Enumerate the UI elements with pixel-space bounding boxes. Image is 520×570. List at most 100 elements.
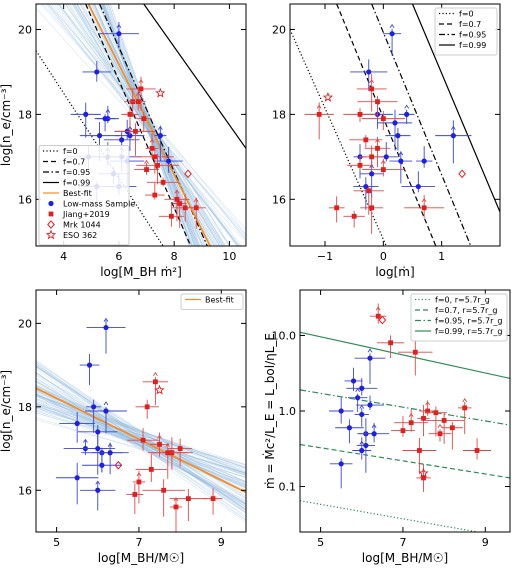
- series-1: [370, 303, 492, 492]
- posterior-line: [36, 393, 246, 482]
- point: [366, 69, 372, 75]
- posterior-line: [67, 4, 221, 246]
- posterior-line: [79, 4, 215, 246]
- point: [185, 496, 191, 502]
- point: [367, 402, 373, 408]
- posterior-line: [36, 404, 246, 489]
- posterior-line: [45, 4, 241, 246]
- x-tick-label: 8: [171, 250, 178, 263]
- point: [462, 405, 468, 411]
- posterior-line: [36, 387, 246, 474]
- legend-label: f=0.95, r=5.7r_g: [435, 317, 503, 326]
- posterior-line: [36, 359, 246, 508]
- limit-arrow: [193, 197, 199, 203]
- legend-label: f=0.99: [459, 41, 486, 50]
- posterior-line: [36, 386, 246, 476]
- posterior-line: [36, 395, 246, 504]
- posterior-line: [87, 4, 208, 246]
- point: [153, 379, 158, 385]
- y-tick-label: 16: [272, 193, 286, 206]
- point: [355, 395, 361, 401]
- y-tick-label: 20: [18, 317, 32, 330]
- point: [363, 442, 369, 449]
- posterior-line: [36, 395, 246, 473]
- posterior-line: [36, 412, 246, 478]
- posterior-line: [73, 4, 218, 246]
- x-tick-label: 0: [380, 250, 387, 263]
- limit-arrow: [389, 23, 395, 28]
- posterior-line: [36, 371, 246, 521]
- posterior-line: [36, 381, 246, 508]
- posterior-line: [36, 372, 246, 521]
- point: [400, 428, 406, 434]
- point: [155, 87, 166, 98]
- legend-label: f=0.99, r=5.7r_g: [435, 327, 503, 336]
- point: [412, 349, 418, 355]
- posterior-line: [65, 4, 225, 246]
- point: [103, 324, 109, 331]
- point: [437, 431, 443, 437]
- point: [141, 116, 147, 122]
- posterior-line: [36, 385, 246, 506]
- point: [322, 91, 334, 102]
- limit-arrow: [437, 423, 443, 428]
- posterior-line: [36, 385, 246, 487]
- y-tick-label: 0.1: [279, 481, 297, 494]
- line-2: [371, 4, 472, 246]
- x-tick-label: 9: [218, 536, 225, 549]
- legend-label: f=0.95: [63, 168, 90, 177]
- x-axis-label: log[M_BH/M☉]: [362, 551, 448, 565]
- point: [458, 169, 466, 179]
- limit-arrow: [157, 125, 163, 130]
- point: [140, 437, 146, 443]
- point: [369, 205, 375, 211]
- point: [184, 169, 192, 179]
- point: [144, 404, 150, 410]
- limit-arrow: [136, 472, 142, 477]
- point: [375, 313, 381, 319]
- posterior-line: [36, 410, 246, 478]
- posterior-line: [36, 412, 246, 474]
- x-tick-label: 4: [60, 250, 67, 263]
- limit-arrow: [174, 189, 180, 194]
- posterior-line: [49, 4, 246, 240]
- posterior-line: [36, 394, 246, 469]
- point: [161, 487, 167, 493]
- point: [380, 167, 386, 172]
- point: [95, 487, 101, 493]
- point: [152, 192, 158, 198]
- series-1: [304, 73, 445, 234]
- legend: f=0f=0.7 f=0.95f=0.99: [434, 7, 498, 56]
- posterior-line: [36, 391, 246, 469]
- legend: f=0, r=5.7r_gf=0.7, r=5.7r_g f=0.95, r=5.…: [410, 293, 508, 342]
- posterior-line: [64, 4, 227, 246]
- posterior-line: [36, 384, 246, 483]
- limit-arrow: [398, 151, 404, 156]
- series-2: [114, 460, 123, 470]
- limit-arrow: [173, 497, 179, 502]
- posterior-line: [36, 383, 246, 506]
- posterior-line: [59, 4, 238, 246]
- y-axis-label: log[n_e/cm⁻³]: [0, 84, 13, 166]
- point: [383, 154, 389, 160]
- legend-swatch: [45, 229, 57, 240]
- posterior-line: [85, 4, 207, 246]
- point: [133, 128, 138, 134]
- point: [91, 404, 97, 410]
- legend-label: f=0.7: [63, 158, 85, 167]
- series-2: [378, 315, 387, 325]
- posterior-line: [36, 368, 246, 519]
- legend-box: [180, 293, 244, 310]
- y-tick-label: 16: [18, 484, 32, 497]
- point: [132, 492, 138, 497]
- posterior-line: [36, 389, 246, 485]
- point: [116, 31, 122, 37]
- limit-arrow: [425, 401, 431, 406]
- point: [418, 467, 429, 478]
- point: [338, 461, 344, 467]
- point: [144, 167, 149, 172]
- axes-frame: [35, 289, 247, 533]
- point: [95, 429, 101, 435]
- point: [441, 418, 447, 423]
